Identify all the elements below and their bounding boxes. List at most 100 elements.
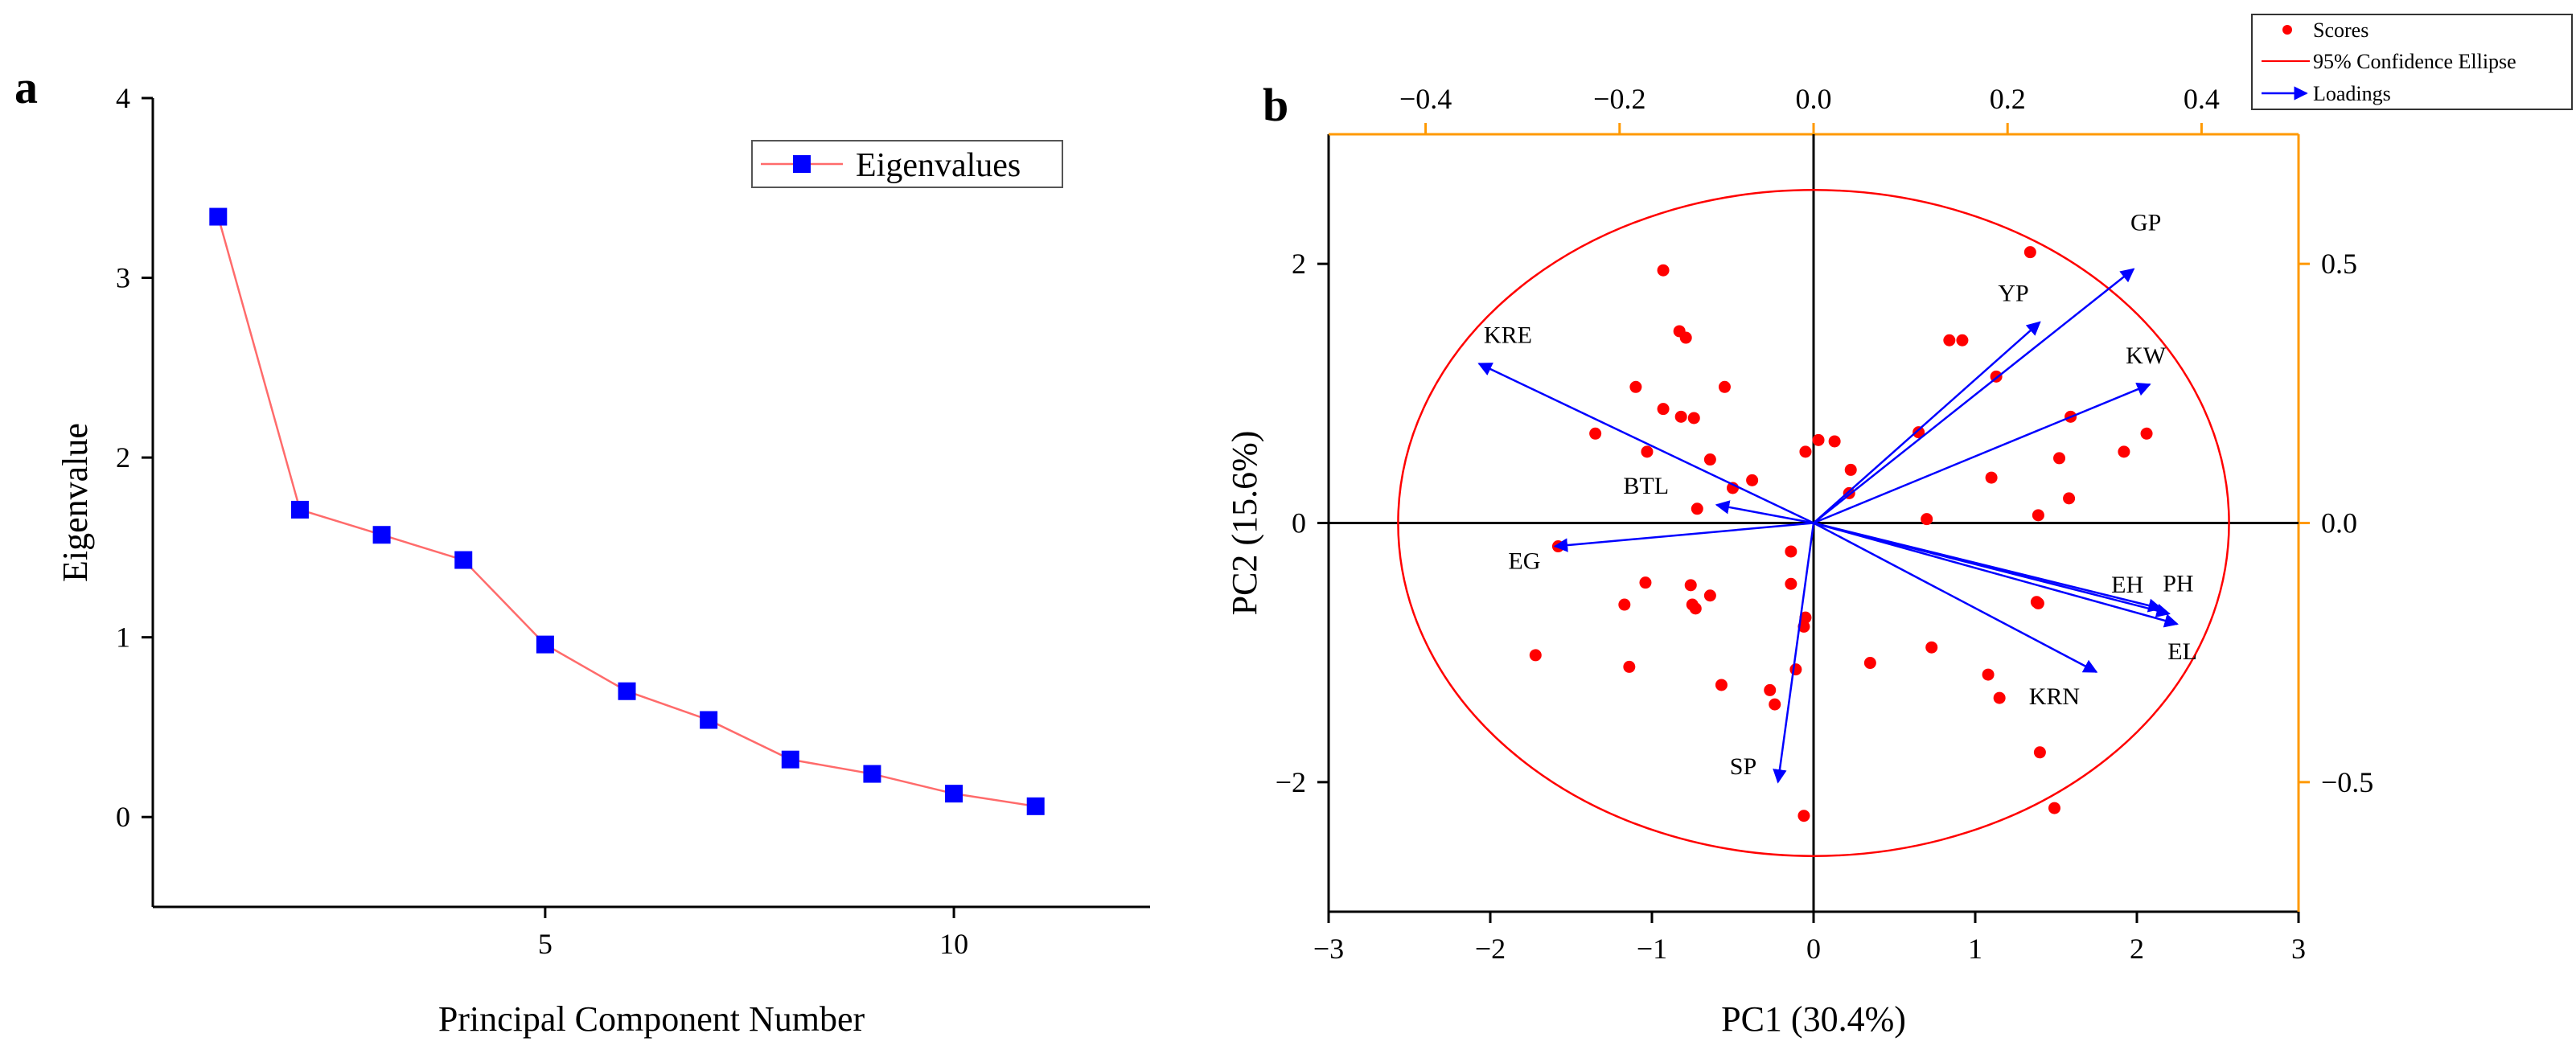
- score-point: [1863, 657, 1876, 670]
- score-point: [1641, 445, 1654, 458]
- loading-arrow-btl: [1715, 500, 1814, 524]
- y-tick-label: 0: [116, 801, 130, 833]
- x-tick-label: 1: [1968, 933, 1982, 965]
- x-tick-label: 10: [939, 928, 968, 960]
- y-tick-label: 3: [116, 262, 130, 294]
- score-point: [1703, 589, 1716, 602]
- score-point: [1689, 602, 1702, 615]
- eigenvalue-marker: [1026, 797, 1045, 815]
- score-point: [1764, 683, 1777, 696]
- score-point: [2023, 246, 2036, 259]
- score-point: [1703, 453, 1716, 466]
- confidence-ellipse: [1397, 189, 2230, 857]
- legend-a-label: Eigenvalues: [856, 147, 1021, 184]
- loading-arrow-eh: [1813, 522, 2163, 613]
- legend-b-loadings-label: Loadings: [2313, 82, 2391, 105]
- eigenvalue-marker: [618, 682, 636, 700]
- y-tick-label: −2: [1276, 766, 1306, 798]
- score-point: [1629, 380, 1642, 393]
- legend-b-scores-marker: [2282, 25, 2292, 35]
- score-point: [1657, 264, 1670, 277]
- eigenvalue-marker: [372, 526, 391, 544]
- x-tick-label: −3: [1313, 933, 1344, 965]
- panel-label-a: a: [14, 61, 38, 113]
- score-point: [1993, 691, 2006, 704]
- eigenvalue-marker: [700, 711, 718, 729]
- right-tick-label: 0.5: [2321, 248, 2357, 280]
- score-point: [1529, 649, 1542, 662]
- score-point: [1684, 579, 1697, 592]
- score-point: [1746, 474, 1759, 486]
- score-point: [1789, 663, 1802, 676]
- loading-arrow-gp: [1813, 268, 2135, 524]
- loading-arrow-eg: [1553, 522, 1814, 552]
- score-point: [1769, 698, 1781, 711]
- loading-label-sp: SP: [1730, 753, 1756, 780]
- score-point: [1718, 380, 1731, 393]
- x-tick-label: 3: [2291, 933, 2306, 965]
- eigenvalue-marker: [536, 635, 554, 654]
- y-tick-label: 2: [1292, 248, 1306, 280]
- score-point: [1925, 641, 1938, 654]
- y-tick-label: 4: [116, 82, 130, 114]
- legend-a-marker: [793, 155, 811, 173]
- y-axis-title: PC2 (15.6%): [1225, 431, 1264, 616]
- score-point: [1785, 545, 1797, 558]
- loading-label-el: EL: [2167, 638, 2197, 665]
- loading-arrow-kre: [1477, 363, 1814, 524]
- top-tick-label: 0.4: [2184, 83, 2220, 115]
- eigenvalue-marker: [290, 500, 309, 519]
- score-point: [2053, 452, 2066, 465]
- eigenvalue-line: [217, 216, 1036, 808]
- score-point: [1639, 576, 1652, 589]
- score-point: [2140, 427, 2153, 440]
- loading-label-krn: KRN: [2029, 683, 2080, 710]
- score-point: [1785, 577, 1797, 590]
- loading-label-kw: KW: [2126, 342, 2167, 369]
- eigenvalue-marker: [209, 207, 228, 226]
- x-axis-title: Principal Component Number: [438, 999, 865, 1039]
- score-point: [1956, 334, 1969, 347]
- loading-label-btl: BTL: [1623, 473, 1669, 499]
- loading-label-ph: PH: [2163, 570, 2193, 597]
- score-point: [1589, 427, 1602, 440]
- eigenvalue-marker: [781, 750, 799, 769]
- score-point: [2030, 596, 2043, 609]
- score-point: [1797, 620, 1810, 633]
- score-point: [1618, 598, 1631, 611]
- score-point: [1623, 660, 1636, 673]
- x-tick-label: 5: [538, 928, 553, 960]
- x-tick-label: −1: [1637, 933, 1667, 965]
- x-tick-label: 2: [2130, 933, 2144, 965]
- score-point: [2118, 445, 2130, 458]
- x-tick-label: 0: [1806, 933, 1821, 965]
- eigenvalue-marker: [863, 765, 881, 783]
- legend-b-ellipse-label: 95% Confidence Ellipse: [2313, 50, 2516, 73]
- loading-arrow-yp: [1813, 321, 2041, 524]
- score-point: [1982, 668, 1995, 681]
- x-tick-label: −2: [1475, 933, 1506, 965]
- top-tick-label: 0.2: [1990, 83, 2026, 115]
- x-axis-title: PC1 (30.4%): [1721, 999, 1906, 1039]
- legend-b-scores-label: Scores: [2313, 18, 2369, 42]
- score-point: [1797, 810, 1810, 822]
- score-point: [1812, 433, 1825, 446]
- loading-arrow-krn: [1813, 522, 2098, 673]
- loading-label-eg: EG: [1508, 548, 1540, 575]
- loading-arrow-sp: [1773, 523, 1815, 784]
- right-tick-label: −0.5: [2321, 766, 2373, 798]
- loading-arrow-el: [1813, 522, 2179, 628]
- right-tick-label: 0.0: [2321, 507, 2357, 539]
- score-point: [1674, 410, 1687, 423]
- score-point: [1715, 679, 1728, 691]
- legend-b: Scores 95% Confidence Ellipse Loadings: [2251, 14, 2573, 110]
- y-tick-label: 1: [116, 621, 130, 654]
- score-point: [1828, 435, 1841, 448]
- score-point: [2063, 492, 2076, 505]
- score-point: [1657, 403, 1670, 416]
- score-point: [2048, 802, 2060, 814]
- score-point: [1844, 463, 1857, 476]
- top-tick-label: −0.4: [1399, 83, 1452, 115]
- score-point: [1985, 471, 1998, 484]
